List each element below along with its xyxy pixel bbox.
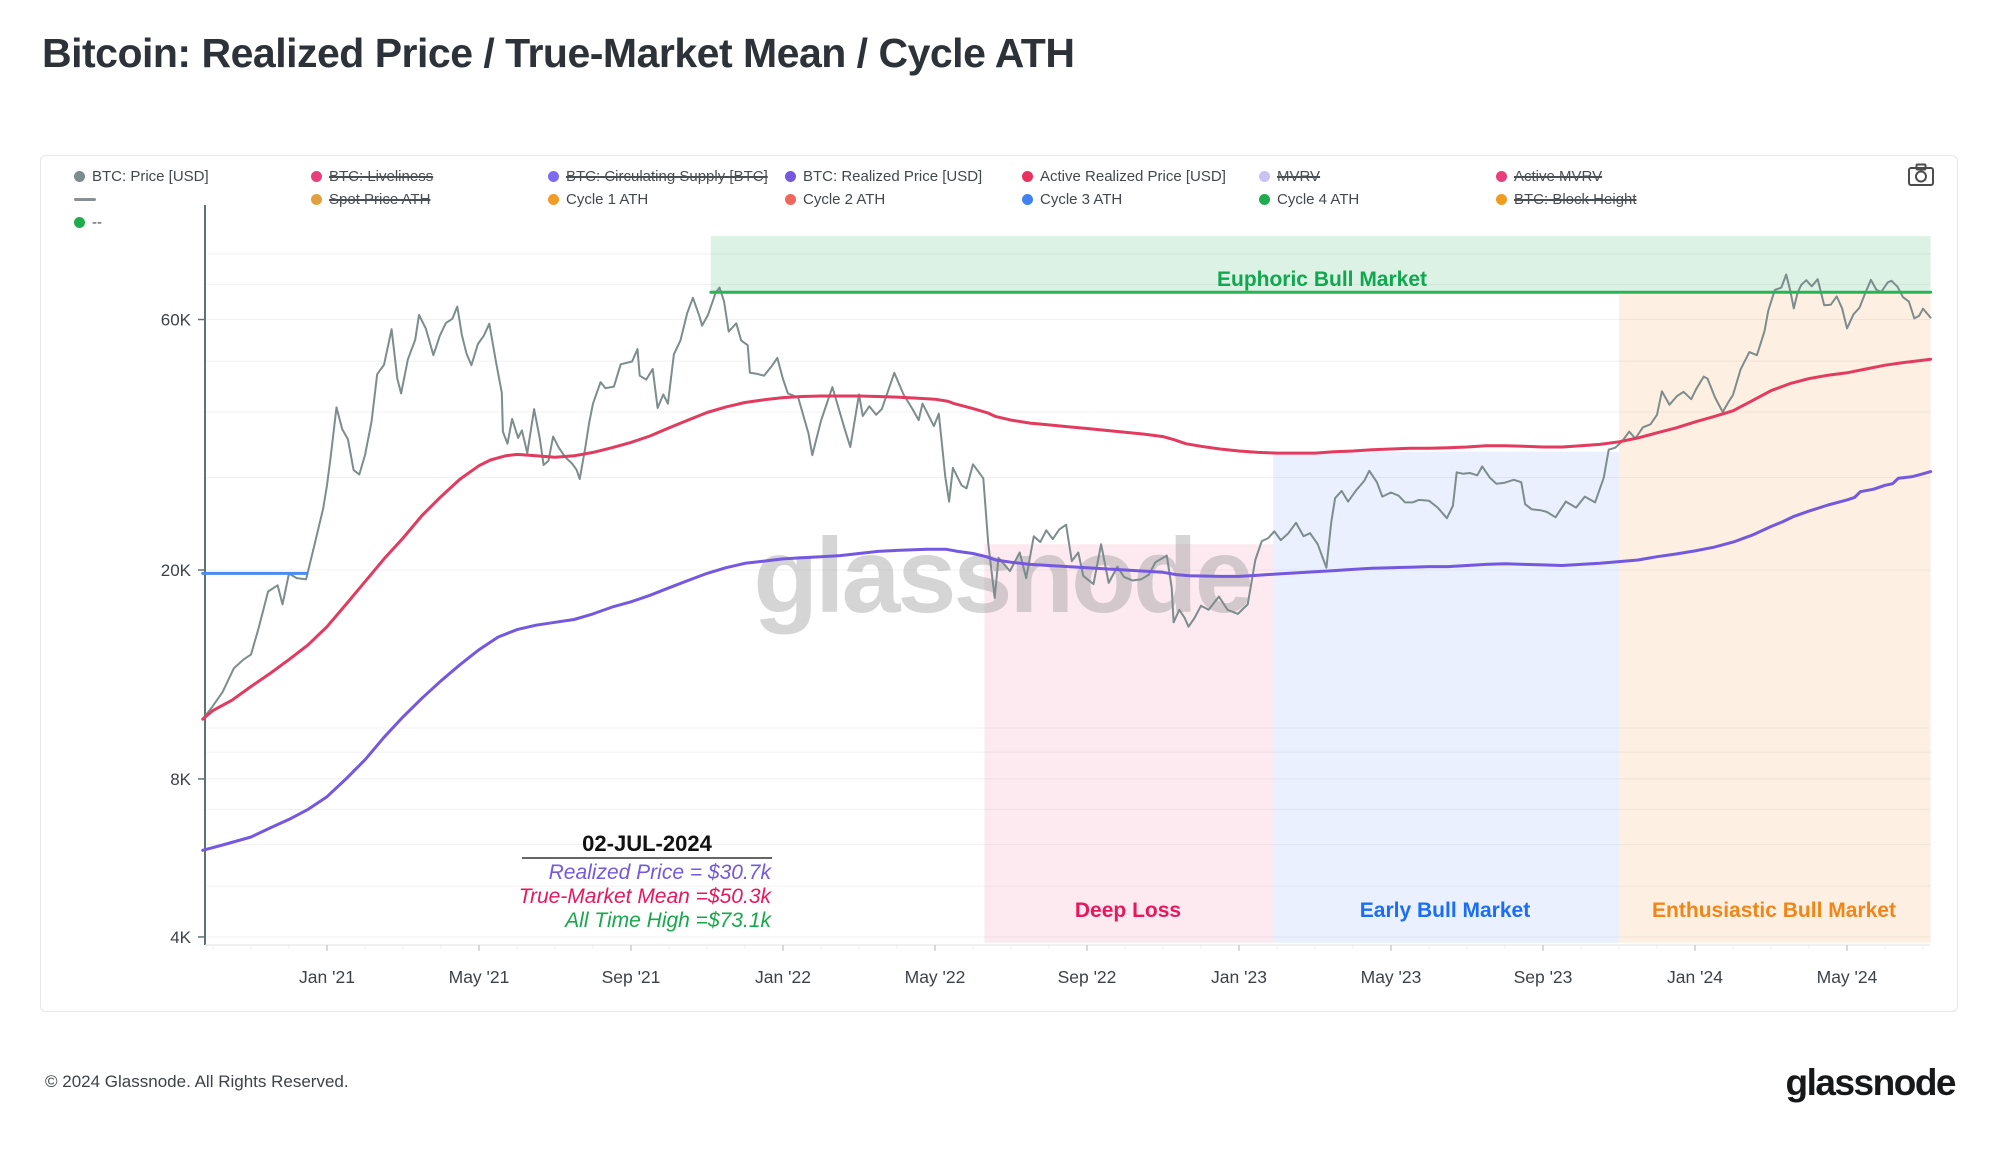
- dot-marker-icon: [785, 171, 796, 182]
- legend-item-cycle-1-ath[interactable]: Cycle 1 ATH: [548, 191, 785, 208]
- annotation-line-2: True-Market Mean =$50.3k: [519, 885, 773, 908]
- x-tick-label: Sep '23: [1514, 967, 1573, 987]
- legend-item-active-realized-price-usd[interactable]: Active Realized Price [USD]: [1022, 168, 1259, 185]
- footer-copyright: © 2024 Glassnode. All Rights Reserved.: [45, 1072, 349, 1091]
- dot-marker-icon: [74, 171, 85, 182]
- x-tick-label: Sep '22: [1058, 967, 1117, 987]
- region-early-bull-market: [1273, 451, 1619, 943]
- legend-item-dash[interactable]: --: [74, 214, 311, 231]
- page-title: Bitcoin: Realized Price / True-Market Me…: [42, 30, 1075, 76]
- x-tick-label: May '21: [449, 967, 510, 987]
- x-tick-label: Jan '22: [755, 967, 811, 987]
- legend-row-2: Spot Price ATH Cycle 1 ATH Cycle 2 ATH Cycl…: [74, 188, 1733, 211]
- legend-item-label: Cycle 3 ATH: [1040, 191, 1123, 208]
- legend-row-1: BTC: Price [USD] BTC: Liveliness BTC: Circ…: [74, 165, 1733, 188]
- region-label-deep-loss: Deep Loss: [1075, 899, 1181, 922]
- legend-item-mvrv[interactable]: MVRV: [1259, 168, 1496, 185]
- y-tick-label-8K: 8K: [170, 770, 191, 789]
- region-label-euphoric-bull-market: Euphoric Bull Market: [1217, 268, 1427, 291]
- legend-row-3: --: [74, 211, 1733, 234]
- annotation-date: 02-JUL-2024: [582, 831, 712, 856]
- dot-marker-icon: [548, 194, 559, 205]
- series-lines: [201, 273, 1933, 852]
- glassnode-logo: glassnode: [1785, 1062, 1957, 1103]
- legend-item-btc-price-usd[interactable]: BTC: Price [USD]: [74, 168, 311, 185]
- annotation-line-3: All Time High =$73.1k: [563, 909, 772, 932]
- x-tick-label: May '23: [1361, 967, 1422, 987]
- legend-item-btc-circulating-supply-btc[interactable]: BTC: Circulating Supply [BTC]: [548, 168, 785, 185]
- line-marker-icon: [74, 198, 96, 201]
- region-label-early-bull-market: Early Bull Market: [1360, 899, 1530, 922]
- legend-item-btc-liveliness[interactable]: BTC: Liveliness: [311, 168, 548, 185]
- legend-item-label: Cycle 1 ATH: [566, 191, 649, 208]
- dot-marker-icon: [548, 171, 559, 182]
- x-tick-label: Jan '23: [1211, 967, 1267, 987]
- legend-item-cycle-4-ath[interactable]: Cycle 4 ATH: [1259, 191, 1496, 208]
- gridlines: [205, 253, 1930, 938]
- legend-item-label: BTC: Block Height: [1514, 191, 1637, 208]
- y-tick-label-60K: 60K: [161, 311, 192, 330]
- legend-item-label: Cycle 2 ATH: [803, 191, 886, 208]
- region-deep-loss: [984, 544, 1274, 943]
- legend-item-label: Cycle 4 ATH: [1277, 191, 1360, 208]
- y-tick-label-4K: 4K: [170, 928, 191, 947]
- x-tick-label: Jan '21: [299, 967, 355, 987]
- x-tick-label: Sep '21: [602, 967, 661, 987]
- axes: 60K 20K 8K 4K Jan '21 May '21 Sep '21 Jan '22 Ma…: [161, 205, 1930, 987]
- y-tick-label-20K: 20K: [161, 561, 192, 580]
- legend-item-label: BTC: Liveliness: [329, 168, 434, 185]
- chart-card: BTC: Price [USD] BTC: Liveliness BTC: Circ…: [40, 155, 1958, 1012]
- dot-marker-icon: [311, 171, 322, 182]
- dot-marker-icon: [1259, 194, 1270, 205]
- series-active-realized-price-usd: [201, 357, 1933, 721]
- dot-marker-icon: [1496, 171, 1507, 182]
- region-enthusiastic-bull-market: [1619, 293, 1931, 943]
- legend-item-label: MVRV: [1277, 168, 1321, 185]
- dot-marker-icon: [785, 194, 796, 205]
- legend-item-blank[interactable]: [74, 198, 311, 201]
- chart-legend: BTC: Price [USD] BTC: Liveliness BTC: Circ…: [74, 165, 1733, 234]
- legend-item-btc-realized-price-usd[interactable]: BTC: Realized Price [USD]: [785, 168, 1022, 185]
- dot-marker-icon: [1022, 171, 1033, 182]
- x-tick-label: May '24: [1817, 967, 1878, 987]
- x-tick-label: May '22: [905, 967, 966, 987]
- legend-item-active-mvrv[interactable]: Active MVRV: [1496, 168, 1733, 185]
- dot-marker-icon: [74, 217, 85, 228]
- legend-item-cycle-2-ath[interactable]: Cycle 2 ATH: [785, 191, 1022, 208]
- legend-item-label: Active Realized Price [USD]: [1040, 168, 1226, 185]
- legend-item-label: Spot Price ATH: [329, 191, 431, 208]
- series-btc-price-usd: [201, 273, 1932, 721]
- legend-item-label: --: [92, 214, 102, 231]
- annotation-tooltip: 02-JUL-2024 Realized Price = $30.7kTrue-M…: [519, 831, 773, 932]
- dot-marker-icon: [1496, 194, 1507, 205]
- x-tick-label: Jan '24: [1667, 967, 1723, 987]
- legend-item-label: BTC: Price [USD]: [92, 168, 209, 185]
- legend-item-label: BTC: Realized Price [USD]: [803, 168, 983, 185]
- camera-export-button[interactable]: [1907, 162, 1935, 193]
- dot-marker-icon: [311, 194, 322, 205]
- dot-marker-icon: [1259, 171, 1270, 182]
- legend-item-spot-price-ath[interactable]: Spot Price ATH: [311, 191, 548, 208]
- dot-marker-icon: [1022, 194, 1033, 205]
- legend-item-cycle-3-ath[interactable]: Cycle 3 ATH: [1022, 191, 1259, 208]
- legend-item-btc-block-height[interactable]: BTC: Block Height: [1496, 191, 1733, 208]
- legend-item-label: Active MVRV: [1514, 168, 1603, 185]
- camera-icon: [1908, 163, 1934, 186]
- annotation-line-1: Realized Price = $30.7k: [549, 861, 773, 884]
- legend-item-label: BTC: Circulating Supply [BTC]: [566, 168, 768, 185]
- series-btc-realized-price-usd: [201, 470, 1933, 852]
- region-euphoric-bull-market: [710, 236, 1931, 293]
- region-label-enthusiastic-bull-market: Enthusiastic Bull Market: [1652, 899, 1896, 922]
